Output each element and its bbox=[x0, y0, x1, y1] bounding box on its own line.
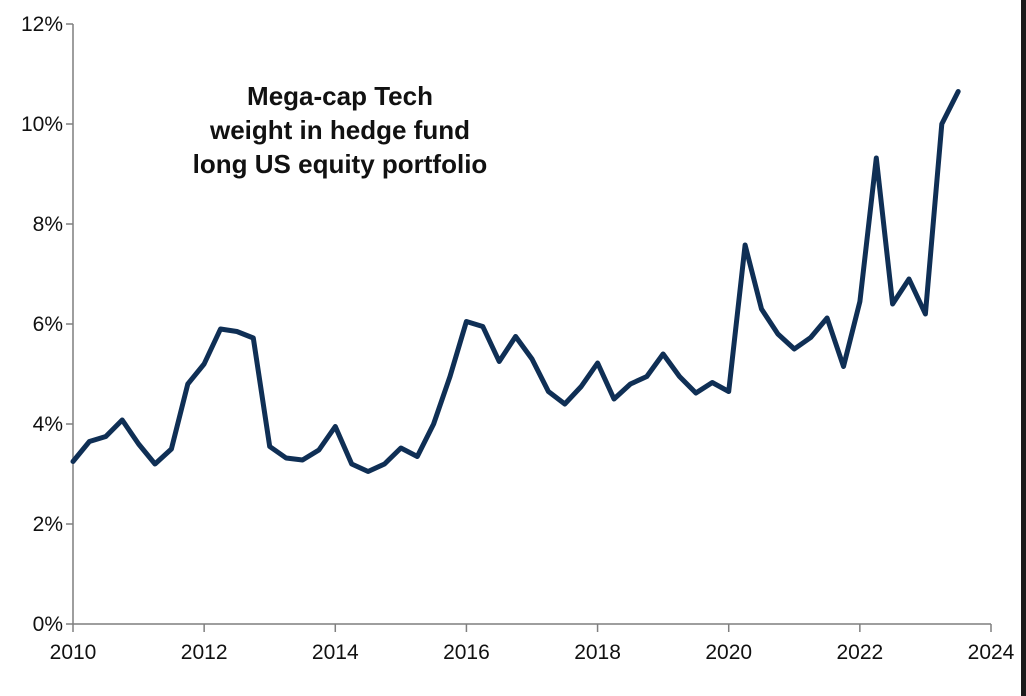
x-tick-label: 2022 bbox=[836, 641, 883, 664]
x-tick-label: 2024 bbox=[968, 641, 1015, 664]
x-tick-label: 2018 bbox=[574, 641, 621, 664]
x-tick-label: 2020 bbox=[705, 641, 752, 664]
y-axis: 0% 2% 4% 6% 8% 10% 12% bbox=[21, 13, 74, 636]
y-tick-label: 0% bbox=[33, 613, 63, 636]
window-edge bbox=[1021, 0, 1026, 696]
y-tick-label: 10% bbox=[21, 113, 63, 136]
chart-annotation: Mega-cap Tech weight in hedge fund long US… bbox=[193, 81, 488, 179]
series-group bbox=[70, 89, 961, 474]
x-tick-label: 2010 bbox=[50, 641, 97, 664]
y-tick-label: 6% bbox=[33, 313, 63, 336]
y-tick-label: 2% bbox=[33, 513, 63, 536]
x-tick-label: 2012 bbox=[181, 641, 228, 664]
y-tick-label: 4% bbox=[33, 413, 63, 436]
x-tick-label: 2016 bbox=[443, 641, 490, 664]
x-tick-label: 2014 bbox=[312, 641, 359, 664]
annotation-line: Mega-cap Tech bbox=[247, 81, 433, 111]
y-tick-label: 8% bbox=[33, 213, 63, 236]
y-tick-label: 12% bbox=[21, 13, 63, 36]
x-axis: 2010 2012 2014 2016 2018 2020 2022 2024 bbox=[50, 623, 1015, 664]
annotation-line: long US equity portfolio bbox=[193, 149, 488, 179]
annotation-line: weight in hedge fund bbox=[209, 115, 470, 145]
